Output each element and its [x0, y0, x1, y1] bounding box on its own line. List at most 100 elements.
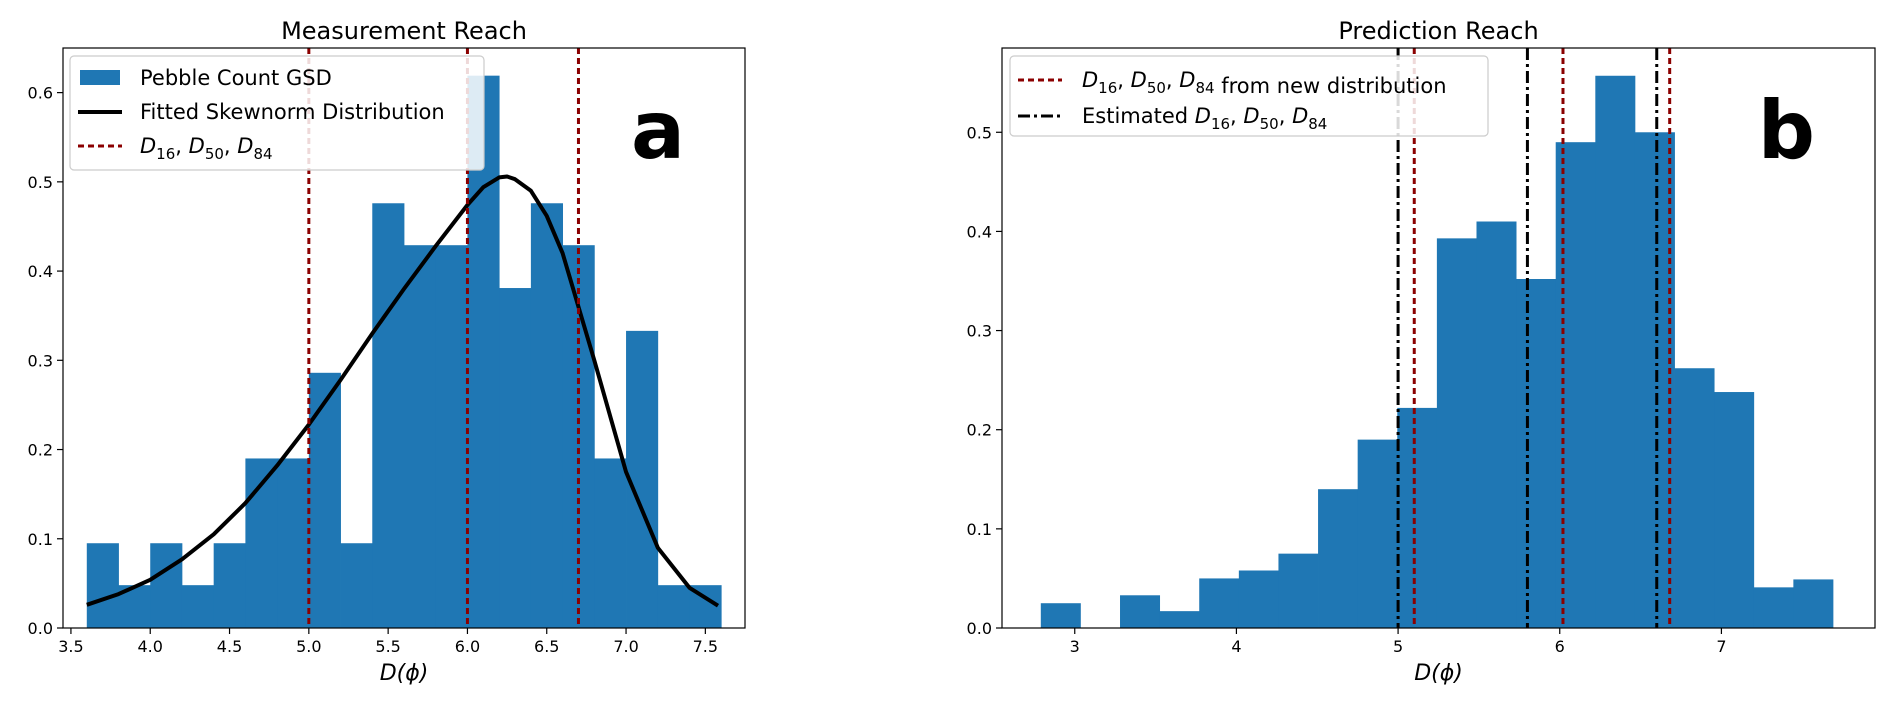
x-tick-label: 3.5 — [58, 637, 83, 656]
x-tick-label: 4.5 — [217, 637, 242, 656]
legend-label-suffix: from new distribution — [1221, 74, 1446, 98]
legend-label: Pebble Count GSD — [140, 66, 332, 90]
x-tick-label: 6 — [1555, 637, 1565, 656]
legend-subscript: 84 — [1195, 79, 1214, 97]
legend-space — [1285, 104, 1292, 128]
histogram-bar — [1199, 578, 1240, 628]
histogram-bar — [181, 585, 215, 628]
x-tick-label: 7.5 — [693, 637, 718, 656]
legend-space — [231, 134, 238, 158]
panel-prediction-reach: Prediction Reach 3 4 5 6 7 0.0 0.1 0.2 0.3 0.4 0.5 D… — [967, 17, 1876, 686]
histogram-bar — [1278, 553, 1319, 628]
histogram-bar — [626, 330, 659, 628]
legend-space — [1188, 104, 1195, 128]
legend-swatch-histogram — [80, 70, 120, 85]
fitted-curve-line — [86, 174, 720, 608]
histogram-bar — [1516, 279, 1557, 628]
y-tick-label: 0.5 — [967, 123, 992, 142]
legend-comma: , — [175, 134, 182, 158]
legend-symbol: D — [1131, 68, 1147, 92]
histogram-bar — [1357, 439, 1398, 628]
chart-title: Prediction Reach — [1338, 17, 1538, 45]
legend: D16, D50, D84 from new distributionEstim… — [1009, 55, 1489, 137]
histogram-bar — [594, 458, 627, 628]
histogram-bar — [1476, 221, 1517, 628]
y-tick-label: 0.1 — [28, 530, 53, 549]
y-tick-label: 0.0 — [967, 619, 992, 638]
legend-subscript: 50 — [205, 145, 224, 163]
legend-comma: , — [1166, 68, 1173, 92]
legend-subscript: 84 — [1308, 115, 1327, 133]
legend-label: D16, D50, D84 — [140, 134, 273, 163]
histogram-bar — [150, 543, 183, 628]
legend-symbol: D — [140, 134, 156, 158]
x-axis-label: D(ϕ) — [380, 661, 429, 686]
panel-letter: a — [631, 84, 685, 177]
panel-letter: b — [1758, 84, 1815, 177]
x-tick-label: 6.0 — [455, 637, 480, 656]
histogram-bar — [657, 585, 690, 628]
histogram-bar — [1397, 407, 1438, 628]
legend-comma: , — [1117, 68, 1124, 92]
legend-symbol: D — [1082, 68, 1098, 92]
legend-space — [1173, 68, 1180, 92]
histogram-bar — [1674, 368, 1715, 628]
panel-measurement-reach: Measurement Reach 3.5 4.0 4.5 5.0 5.5 6.0 6.5 7.… — [28, 17, 746, 686]
y-tick-label: 0.1 — [967, 520, 992, 539]
y-tick-label: 0.6 — [28, 84, 53, 103]
y-tick-label: 0.2 — [28, 441, 53, 460]
y-tick-label: 0.5 — [28, 173, 53, 192]
histogram-bar — [1753, 587, 1794, 628]
histogram-bar — [1793, 579, 1834, 628]
histogram-bar — [499, 288, 532, 628]
histogram-bar — [372, 203, 405, 628]
legend-box — [69, 55, 485, 171]
legend: Pebble Count GSD Fitted Skewnorm Distribu… — [69, 55, 485, 171]
histogram-bar — [1040, 603, 1081, 628]
x-tick-label: 4.0 — [138, 637, 163, 656]
x-tick-label: 5 — [1393, 637, 1403, 656]
y-tick-label: 0.4 — [967, 222, 992, 241]
legend-space — [1215, 74, 1222, 98]
legend-symbol: D — [1195, 104, 1211, 128]
legend-subscript: 16 — [1211, 115, 1230, 133]
x-tick-label: 6.5 — [534, 637, 559, 656]
x-tick-label: 5.5 — [375, 637, 400, 656]
x-axis-label: D(ϕ) — [1414, 661, 1463, 686]
legend-symbol: D — [237, 134, 253, 158]
histogram-bar — [86, 543, 119, 628]
legend-label: Estimated D16, D50, D84 — [1082, 104, 1327, 133]
histogram-bar — [1595, 75, 1636, 628]
legend-space — [182, 134, 189, 158]
histogram-bar — [1120, 595, 1161, 628]
legend-symbol: D — [1243, 104, 1259, 128]
chart-title: Measurement Reach — [281, 17, 527, 45]
legend-symbol: D — [1292, 104, 1308, 128]
histogram-bar — [340, 543, 373, 628]
histogram-bar — [277, 458, 310, 628]
histogram-bar — [1714, 392, 1755, 628]
histogram-bar — [213, 543, 246, 628]
histogram-bar — [530, 203, 564, 628]
histogram-bar — [308, 372, 341, 628]
axes-frame — [1001, 47, 1876, 629]
histogram-bar — [404, 245, 437, 628]
legend-comma: , — [1230, 104, 1237, 128]
axes-frame — [62, 47, 746, 629]
legend-box — [1009, 55, 1489, 137]
legend-comma: , — [224, 134, 231, 158]
x-tick-label: 5.0 — [296, 637, 321, 656]
legend-label: Fitted Skewnorm Distribution — [140, 100, 445, 124]
x-tick-label: 3 — [1070, 637, 1080, 656]
x-tick-label: 7.0 — [613, 637, 638, 656]
y-tick-label: 0.0 — [28, 619, 53, 638]
histogram-bar — [1555, 142, 1596, 628]
histogram-bar — [1318, 489, 1359, 628]
legend-space — [1124, 68, 1131, 92]
legend-subscript: 16 — [156, 145, 175, 163]
legend-symbol: D — [189, 134, 205, 158]
legend-symbol: D — [1179, 68, 1195, 92]
y-tick-label: 0.2 — [967, 421, 992, 440]
y-tick-label: 0.3 — [28, 351, 53, 370]
